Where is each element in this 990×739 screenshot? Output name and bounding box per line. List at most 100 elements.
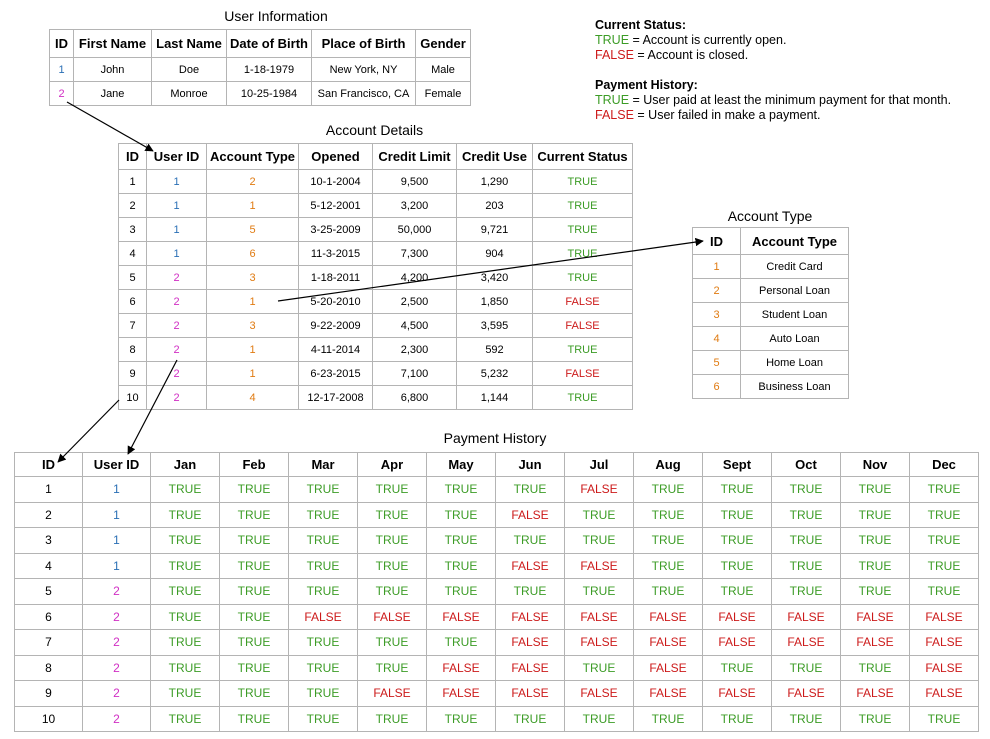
table-cell: TRUE xyxy=(702,705,772,732)
table-cell: 7,300 xyxy=(372,241,457,266)
table-row: 1 1 2 10-1-2004 9,500 1,290 TRUE xyxy=(118,169,633,194)
table-cell: 7,100 xyxy=(372,361,457,386)
account-type-title: Account Type xyxy=(727,208,813,224)
table-row: 4 1 6 11-3-2015 7,300 904 TRUE xyxy=(118,241,633,266)
table-cell: Auto Loan xyxy=(740,326,849,351)
table-cell: TRUE xyxy=(840,705,910,732)
table-cell: TRUE xyxy=(426,476,496,503)
table-cell: 1 xyxy=(206,361,299,386)
table-cell: 2 xyxy=(82,578,151,605)
table-cell: TRUE xyxy=(150,603,220,630)
column-header: Feb xyxy=(219,452,289,477)
table-cell: 8 xyxy=(14,654,83,681)
table-cell: TRUE xyxy=(909,578,979,605)
table-cell: TRUE xyxy=(357,527,427,554)
table-row: 2 1 TRUE TRUE TRUE TRUE TRUE FALSE TRUE TRUE TRUE T… xyxy=(14,501,979,528)
table-cell: 5-12-2001 xyxy=(298,193,373,218)
table-cell: FALSE xyxy=(357,680,427,707)
table-cell: TRUE xyxy=(219,552,289,579)
table-cell: 904 xyxy=(456,241,533,266)
table-cell: TRUE xyxy=(426,552,496,579)
table-cell: TRUE xyxy=(909,527,979,554)
table-cell: TRUE xyxy=(702,527,772,554)
table-cell: TRUE xyxy=(150,578,220,605)
table-cell: Jane xyxy=(73,81,152,106)
table-cell: 9,500 xyxy=(372,169,457,194)
false-word: FALSE xyxy=(595,108,634,122)
table-cell: FALSE xyxy=(357,603,427,630)
table-cell: TRUE xyxy=(840,578,910,605)
table-cell: 2 xyxy=(146,265,207,290)
table-cell: FALSE xyxy=(495,654,565,681)
table-cell: FALSE xyxy=(564,680,634,707)
table-cell: 2 xyxy=(14,501,83,528)
current-status-heading: Current Status: xyxy=(595,18,686,32)
table-cell: 5 xyxy=(118,265,147,290)
table-cell: 4-11-2014 xyxy=(298,337,373,362)
table-cell: 6 xyxy=(118,289,147,314)
table-cell: FALSE xyxy=(495,603,565,630)
true-meaning: = User paid at least the minimum payment… xyxy=(629,93,952,107)
table-cell: 10-25-1984 xyxy=(226,81,312,106)
table-cell: 4 xyxy=(206,385,299,410)
table-cell: FALSE xyxy=(771,680,841,707)
column-header: Account Type xyxy=(740,227,849,255)
column-header: Jan xyxy=(150,452,220,477)
column-header: Jun xyxy=(495,452,565,477)
table-cell: TRUE xyxy=(150,501,220,528)
payment-history-heading: Payment History: xyxy=(595,78,698,92)
table-cell: TRUE xyxy=(288,705,358,732)
table-cell: Personal Loan xyxy=(740,278,849,303)
true-word: TRUE xyxy=(595,33,630,47)
table-cell: TRUE xyxy=(288,527,358,554)
table-cell: FALSE xyxy=(564,603,634,630)
table-cell: 1 xyxy=(118,169,147,194)
table-cell: TRUE xyxy=(840,527,910,554)
table-cell: FALSE xyxy=(532,361,633,386)
table-row: 8 2 1 4-11-2014 2,300 592 TRUE xyxy=(118,337,633,362)
table-cell: TRUE xyxy=(532,385,633,410)
table-cell: TRUE xyxy=(633,552,703,579)
column-header: Apr xyxy=(357,452,427,477)
table-cell: 5,232 xyxy=(456,361,533,386)
column-header: Nov xyxy=(840,452,910,477)
table-cell: 592 xyxy=(456,337,533,362)
account-details-table: ID User ID Account Type Opened Credit Limit C… xyxy=(118,143,633,410)
table-cell: 1 xyxy=(206,337,299,362)
table-cell: 8 xyxy=(118,337,147,362)
table-cell: TRUE xyxy=(840,552,910,579)
table-cell: 5 xyxy=(14,578,83,605)
table-cell: TRUE xyxy=(357,705,427,732)
table-cell: TRUE xyxy=(219,705,289,732)
column-header: ID xyxy=(49,29,74,58)
table-cell: FALSE xyxy=(426,603,496,630)
table-cell: 12-17-2008 xyxy=(298,385,373,410)
account-type-table: ID Account Type 1 Credit Card 2 Personal Loan… xyxy=(692,227,849,399)
table-cell: TRUE xyxy=(357,501,427,528)
false-word: FALSE xyxy=(595,48,634,62)
column-header: Dec xyxy=(909,452,979,477)
table-cell: 1 xyxy=(146,169,207,194)
column-header: ID xyxy=(118,143,147,170)
table-cell: TRUE xyxy=(219,476,289,503)
table-cell: 2 xyxy=(146,337,207,362)
table-cell: TRUE xyxy=(702,654,772,681)
column-header: ID xyxy=(692,227,741,255)
table-cell: New York, NY xyxy=(311,57,416,82)
table-cell: FALSE xyxy=(633,629,703,656)
column-header: May xyxy=(426,452,496,477)
header-row: ID User ID Account Type Opened Credit Limit C… xyxy=(118,143,633,170)
table-cell: Business Loan xyxy=(740,374,849,399)
table-cell: 2 xyxy=(82,680,151,707)
table-cell: 3 xyxy=(692,302,741,327)
table-cell: FALSE xyxy=(426,654,496,681)
table-cell: TRUE xyxy=(840,476,910,503)
table-cell: TRUE xyxy=(357,578,427,605)
table-cell: FALSE xyxy=(840,680,910,707)
table-cell: 2 xyxy=(82,654,151,681)
table-row: 7 2 TRUE TRUE TRUE TRUE TRUE FALSE FALSE FALSE FAL… xyxy=(14,629,979,656)
column-header: Oct xyxy=(771,452,841,477)
table-row: 1 Credit Card xyxy=(692,254,849,279)
table-cell: TRUE xyxy=(771,705,841,732)
table-cell: TRUE xyxy=(357,629,427,656)
